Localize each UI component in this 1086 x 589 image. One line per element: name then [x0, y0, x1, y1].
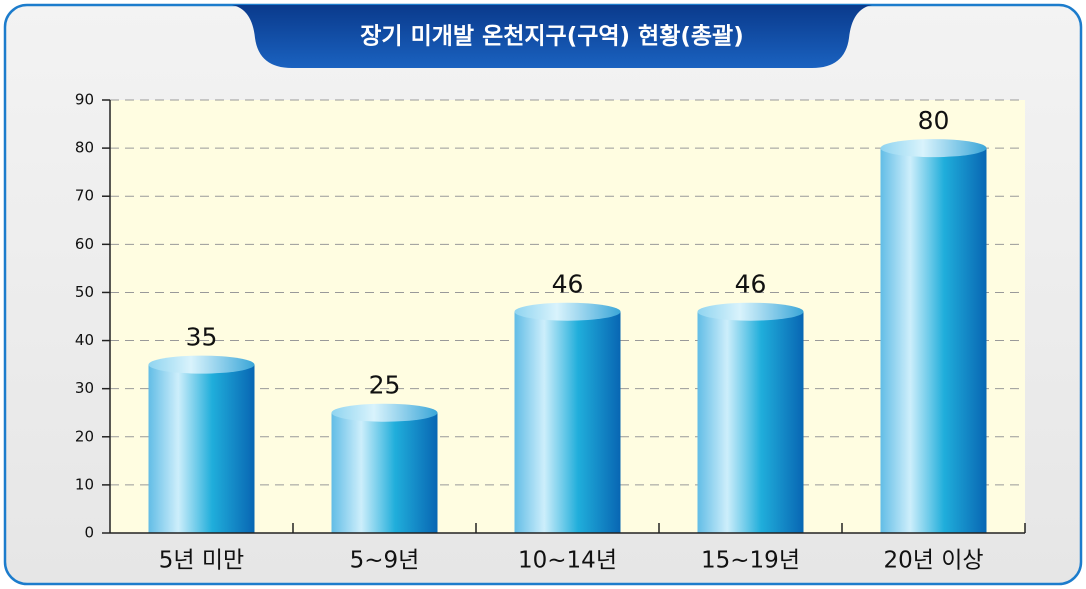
- x-tick-label: 15~19년: [701, 548, 800, 574]
- y-tick-label: 90: [75, 91, 94, 109]
- value-label: 25: [369, 371, 401, 400]
- y-tick-label: 30: [75, 379, 94, 397]
- y-tick-label: 50: [75, 283, 94, 301]
- value-label: 46: [552, 270, 584, 299]
- y-tick-label: 10: [75, 475, 94, 493]
- y-tick-label: 40: [75, 331, 94, 349]
- y-tick-label: 60: [75, 235, 94, 253]
- y-tick-label: 70: [75, 187, 94, 205]
- x-tick-label: 10~14년: [518, 548, 617, 574]
- bar: [148, 355, 255, 533]
- value-label: 35: [186, 323, 218, 352]
- y-tick-label: 20: [75, 427, 94, 445]
- y-tick-label: 80: [75, 139, 94, 157]
- bar: [697, 302, 804, 533]
- bar: [331, 403, 438, 533]
- value-label: 46: [735, 270, 767, 299]
- y-tick-label: 0: [84, 524, 94, 542]
- chart-title: 장기 미개발 온천지구(구역) 현황(총괄): [360, 24, 743, 50]
- value-label: 80: [918, 106, 950, 135]
- x-tick-label: 5~9년: [350, 548, 420, 574]
- bar: [514, 302, 621, 533]
- title-tab: [232, 5, 872, 68]
- x-tick-label: 20년 이상: [883, 548, 983, 574]
- bar: [880, 139, 987, 533]
- x-tick-label: 5년 미만: [159, 548, 244, 574]
